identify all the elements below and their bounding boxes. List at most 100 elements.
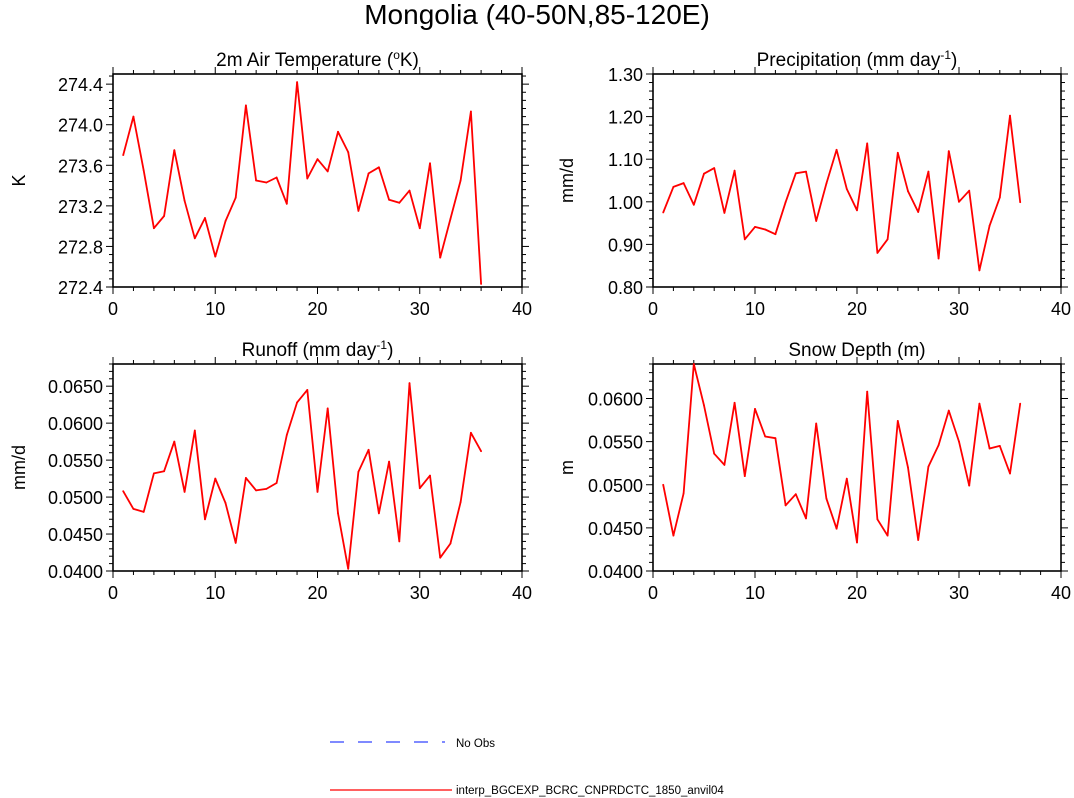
air-temperature-data-point <box>245 104 247 107</box>
runoff-data-point <box>193 429 196 432</box>
snow-depth-data-point <box>856 541 858 544</box>
precipitation-data-point <box>764 228 767 231</box>
precipitation-data-point <box>723 212 726 214</box>
snow-depth-data-point <box>713 452 716 455</box>
air-temperature-xtick-label: 40 <box>512 299 532 319</box>
air-temperature-data-point <box>439 256 442 259</box>
runoff-data-point <box>204 518 206 521</box>
air-temperature-title: 2m Air Temperature (oK) <box>216 48 419 71</box>
precipitation-data-point <box>815 220 818 222</box>
snow-depth-data-point <box>866 390 869 393</box>
precipitation-data-point <box>1019 201 1022 204</box>
precipitation-data-point <box>947 150 950 153</box>
precipitation-data-point <box>703 172 705 175</box>
snow-depth-data-point <box>896 420 899 422</box>
runoff-data-point <box>470 431 472 434</box>
precipitation-data-point <box>937 257 940 260</box>
air-temperature-data-point <box>214 255 217 258</box>
runoff-ytick-label: 0.0650 <box>48 377 103 397</box>
air-temperature-data-point <box>429 162 431 165</box>
precipitation-data-point <box>733 169 736 172</box>
precipitation-xtick-label: 40 <box>1051 299 1071 319</box>
snow-depth-data-point <box>835 527 838 530</box>
air-temperature-data-point <box>337 130 339 133</box>
snow-depth-ylabel: m <box>557 460 577 475</box>
air-temperature-ytick-label: 273.2 <box>58 197 103 217</box>
runoff-data-point <box>255 489 257 492</box>
runoff-xtick-label: 30 <box>410 583 430 603</box>
air-temperature-series-line <box>122 81 482 285</box>
panel-runoff: 0 10 20 30 40 0.0400 0.0450 0.0500 0.0550 0.0600 0… <box>9 338 532 603</box>
air-temperature-ytick-label: 274.4 <box>58 75 103 95</box>
precipitation-data-point <box>825 182 828 185</box>
runoff-data-point <box>418 487 421 490</box>
precipitation-data-point <box>743 238 746 241</box>
runoff-data-point <box>224 502 227 504</box>
legend-label-model: interp_BGCEXP_BCRC_CNPRDCTC_1850_anvil04 <box>456 785 724 797</box>
air-temperature-ytick-label: 273.6 <box>58 156 103 176</box>
precipitation-data-point <box>876 252 879 254</box>
precipitation-data-point <box>774 233 777 236</box>
snow-depth-data-point <box>743 475 746 477</box>
runoff-data-point <box>459 501 462 504</box>
runoff-data-point <box>296 401 298 404</box>
snow-depth-data-point <box>774 437 777 440</box>
runoff-data-point <box>265 488 268 490</box>
precipitation-ylabel: mm/d <box>557 158 577 203</box>
panel-precipitation: 0 10 20 30 40 0.80 0.90 1.00 1.10 1.20 1.30 mm/d Pre… <box>557 48 1071 319</box>
panel-air-temperature: 0 10 20 30 40 272.4 272.8 273.2 273.6 274.0 274.4 K… <box>9 48 532 319</box>
precipitation-data-point <box>988 224 991 227</box>
runoff-data-point <box>480 450 482 453</box>
air-temperature-data-point <box>132 115 135 118</box>
air-temperature-data-point <box>398 201 401 204</box>
snow-depth-data-point <box>733 401 736 404</box>
precipitation-data-point <box>896 151 899 154</box>
air-temperature-ylabel: K <box>9 174 29 186</box>
snow-depth-data-point <box>886 534 889 537</box>
snow-depth-data-point <box>845 477 848 480</box>
runoff-data-point <box>439 556 442 559</box>
snow-depth-data-point <box>825 497 828 500</box>
snow-depth-data-point <box>978 402 981 405</box>
air-temperature-data-point <box>306 177 309 180</box>
air-temperature-ytick-label: 272.4 <box>58 278 103 298</box>
precipitation-data-point <box>784 201 787 204</box>
runoff-xtick-label: 0 <box>108 583 118 603</box>
snow-depth-data-point <box>764 435 767 438</box>
runoff-ytick-label: 0.0550 <box>48 451 103 471</box>
snow-depth-ytick-label: 0.0500 <box>588 476 643 496</box>
snow-depth-xtick-label: 40 <box>1051 583 1071 603</box>
snow-depth-data-point <box>876 518 879 521</box>
air-temperature-data-point <box>408 189 411 192</box>
precipitation-ytick-label: 0.90 <box>608 235 643 255</box>
precipitation-data-point <box>856 209 858 212</box>
air-temperature-ytick-label: 274.0 <box>58 116 103 136</box>
snow-depth-ytick-label: 0.0550 <box>588 433 643 453</box>
snow-depth-ytick-label: 0.0600 <box>588 390 643 410</box>
runoff-data-point <box>285 434 288 436</box>
runoff-series-line <box>122 382 482 570</box>
runoff-data-point <box>357 471 360 473</box>
precipitation-data-point <box>713 167 716 170</box>
runoff-data-point <box>337 512 339 515</box>
snow-depth-data-point <box>723 464 726 466</box>
snow-depth-data-point <box>784 504 787 507</box>
snow-depth-xtick-label: 20 <box>847 583 867 603</box>
precipitation-data-point <box>794 172 797 175</box>
air-temperature-data-point <box>193 237 196 240</box>
legend-label-no-obs: No Obs <box>456 738 495 750</box>
runoff-xtick-label: 20 <box>307 583 327 603</box>
snow-depth-data-point <box>662 483 665 486</box>
snow-depth-xtick-label: 0 <box>648 583 658 603</box>
air-temperature-data-point <box>255 179 257 182</box>
snow-depth-data-point <box>794 493 797 496</box>
panel-snow-depth: 0 10 20 30 40 0.0400 0.0450 0.0500 0.0550 0.0600 m… <box>557 340 1071 603</box>
precipitation-ytick-label: 1.00 <box>608 193 643 213</box>
air-temperature-data-point <box>449 218 452 220</box>
precipitation-xtick-label: 10 <box>745 299 765 319</box>
runoff-frame <box>112 363 523 572</box>
snow-depth-data-point <box>815 422 818 425</box>
precipitation-xtick-label: 20 <box>847 299 867 319</box>
snow-depth-ytick-label: 0.0450 <box>588 519 643 539</box>
